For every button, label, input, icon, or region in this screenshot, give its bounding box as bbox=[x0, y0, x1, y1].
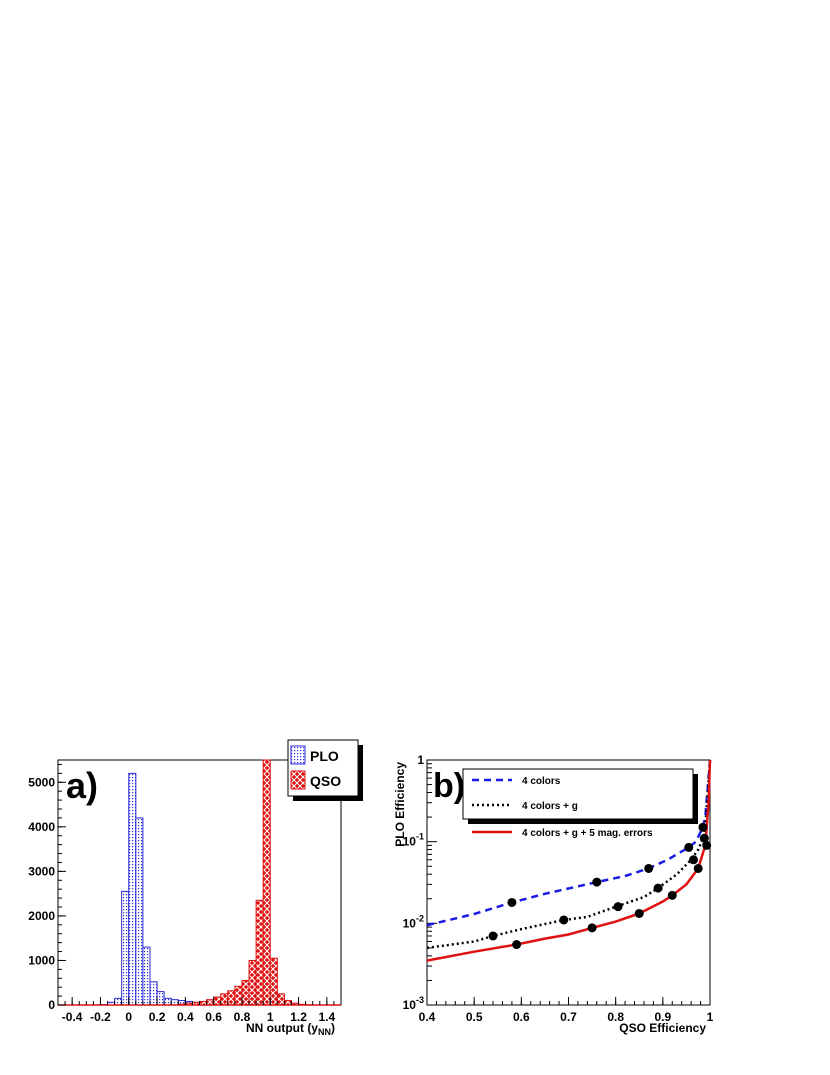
histogram-bar-qso bbox=[220, 993, 229, 1006]
histogram-bar-plo bbox=[114, 997, 123, 1006]
curve-2-marker bbox=[653, 883, 663, 893]
curve-3-marker bbox=[667, 890, 677, 900]
curve-1-marker bbox=[592, 877, 602, 887]
curve-3-marker bbox=[702, 840, 712, 850]
panel-b-ylabel: PLO Efficiency bbox=[393, 762, 407, 847]
histogram-bar-qso bbox=[276, 993, 285, 1006]
legend-label-plo: PLO bbox=[310, 748, 339, 764]
panel-a-histogram bbox=[58, 759, 341, 1006]
curve-1-marker bbox=[684, 842, 694, 852]
panel-b: 0.4 0.5 0.6 0.7 0.8 0.9 1 10-3 10-2 10-1 1 b) QSO … bbox=[393, 753, 714, 1035]
x-tick-label: 1.4 bbox=[319, 1010, 336, 1024]
histogram-bar-qso bbox=[262, 759, 271, 1006]
x-tick-label: -0.4 bbox=[62, 1010, 83, 1024]
panel-a: -0.4 -0.2 0 0.2 0.4 0.6 0.8 1 1.2 1.4 0 1000 2000 300… bbox=[28, 739, 363, 1037]
histogram-bar-qso bbox=[269, 957, 278, 1006]
legend-label-qso: QSO bbox=[310, 773, 341, 789]
panel-b-curves bbox=[426, 759, 712, 962]
x-tick-label: 0.6 bbox=[205, 1010, 222, 1024]
histogram-bar-qso bbox=[213, 996, 222, 1006]
legend-label-4colors: 4 colors bbox=[522, 776, 561, 787]
panel-a-legend: PLO QSO bbox=[287, 739, 363, 801]
x-tick-label: 1 bbox=[707, 1010, 714, 1024]
x-tick-label: 0.8 bbox=[607, 1010, 624, 1024]
x-tick-label: -0.2 bbox=[90, 1010, 111, 1024]
y-tick-label: 10-3 bbox=[403, 995, 424, 1012]
panel-a-axes: -0.4 -0.2 0 0.2 0.4 0.6 0.8 1 1.2 1.4 0 1000 2000 300… bbox=[28, 763, 342, 1024]
histogram-bar-qso bbox=[248, 959, 257, 1006]
curve-2-marker bbox=[688, 855, 698, 865]
panel-a-label: a) bbox=[66, 765, 98, 806]
x-tick-label: 0.5 bbox=[466, 1010, 483, 1024]
x-tick-label: 1 bbox=[267, 1010, 274, 1024]
curve-2-marker bbox=[613, 902, 623, 912]
x-tick-label: 0.9 bbox=[654, 1010, 671, 1024]
y-tick-label: 2000 bbox=[28, 909, 55, 923]
y-tick-label: 1000 bbox=[28, 953, 55, 967]
curve-2 bbox=[426, 759, 712, 950]
x-tick-label: 0.6 bbox=[513, 1010, 530, 1024]
y-tick-label: 0 bbox=[48, 998, 55, 1012]
x-tick-label: 0.7 bbox=[560, 1010, 577, 1024]
y-tick-label: 3000 bbox=[28, 864, 55, 878]
curve-3-marker bbox=[634, 908, 644, 918]
x-tick-label: 0.4 bbox=[419, 1010, 436, 1024]
histogram-bar-qso bbox=[255, 899, 264, 1006]
histogram-bar-plo bbox=[128, 772, 137, 1006]
y-tick-label: 10-1 bbox=[403, 832, 424, 849]
panel-b-label: b) bbox=[433, 767, 465, 805]
curve-1-marker bbox=[698, 822, 708, 832]
curve-3-marker bbox=[587, 923, 597, 933]
x-tick-label: 0 bbox=[125, 1010, 132, 1024]
histogram-bar-qso bbox=[241, 980, 250, 1006]
x-tick-label: 0.8 bbox=[234, 1010, 251, 1024]
curve-3-marker bbox=[512, 940, 522, 950]
histogram-bar-qso bbox=[227, 990, 236, 1006]
histogram-bar-plo bbox=[149, 981, 158, 1006]
y-tick-label: 5000 bbox=[28, 775, 55, 789]
y-tick-label: 1 bbox=[417, 753, 424, 767]
legend-swatch-plo bbox=[290, 745, 306, 765]
legend-label-mag-errors: 4 colors + g + 5 mag. errors bbox=[522, 828, 653, 839]
x-tick-label: 0.2 bbox=[149, 1010, 166, 1024]
histogram-bar-plo bbox=[121, 890, 130, 1006]
x-tick-label: 0.4 bbox=[177, 1010, 194, 1024]
y-tick-label: 10-2 bbox=[403, 913, 424, 930]
curve-2-marker bbox=[559, 915, 569, 925]
histogram-bar-plo bbox=[142, 946, 151, 1006]
histogram-bar-plo bbox=[163, 997, 172, 1006]
histogram-bar-plo bbox=[135, 817, 144, 1006]
curve-2-marker bbox=[488, 931, 498, 941]
panel-b-xlabel: QSO Efficiency bbox=[619, 1021, 706, 1035]
histogram-bar-qso bbox=[206, 999, 215, 1006]
histogram-bar-plo bbox=[156, 991, 165, 1006]
curve-1-marker bbox=[644, 863, 654, 873]
y-tick-label: 4000 bbox=[28, 820, 55, 834]
panel-b-legend: 4 colors 4 colors + g 4 colors + g + 5 m… bbox=[462, 768, 698, 839]
legend-swatch-qso bbox=[290, 770, 306, 790]
histogram-bar-qso bbox=[234, 985, 243, 1006]
panel-a-xlabel: NN output (yNN) bbox=[246, 1021, 335, 1037]
curve-1-marker bbox=[507, 897, 517, 907]
histogram-bar-plo bbox=[170, 999, 179, 1006]
curve-2-marker bbox=[699, 833, 709, 843]
x-tick-label: 1.2 bbox=[290, 1010, 307, 1024]
legend-label-4colors-g: 4 colors + g bbox=[522, 801, 578, 812]
curve-3-marker bbox=[693, 863, 703, 873]
panel-b-axes: 0.4 0.5 0.6 0.7 0.8 0.9 1 10-3 10-2 10-1 1 bbox=[403, 753, 714, 1024]
